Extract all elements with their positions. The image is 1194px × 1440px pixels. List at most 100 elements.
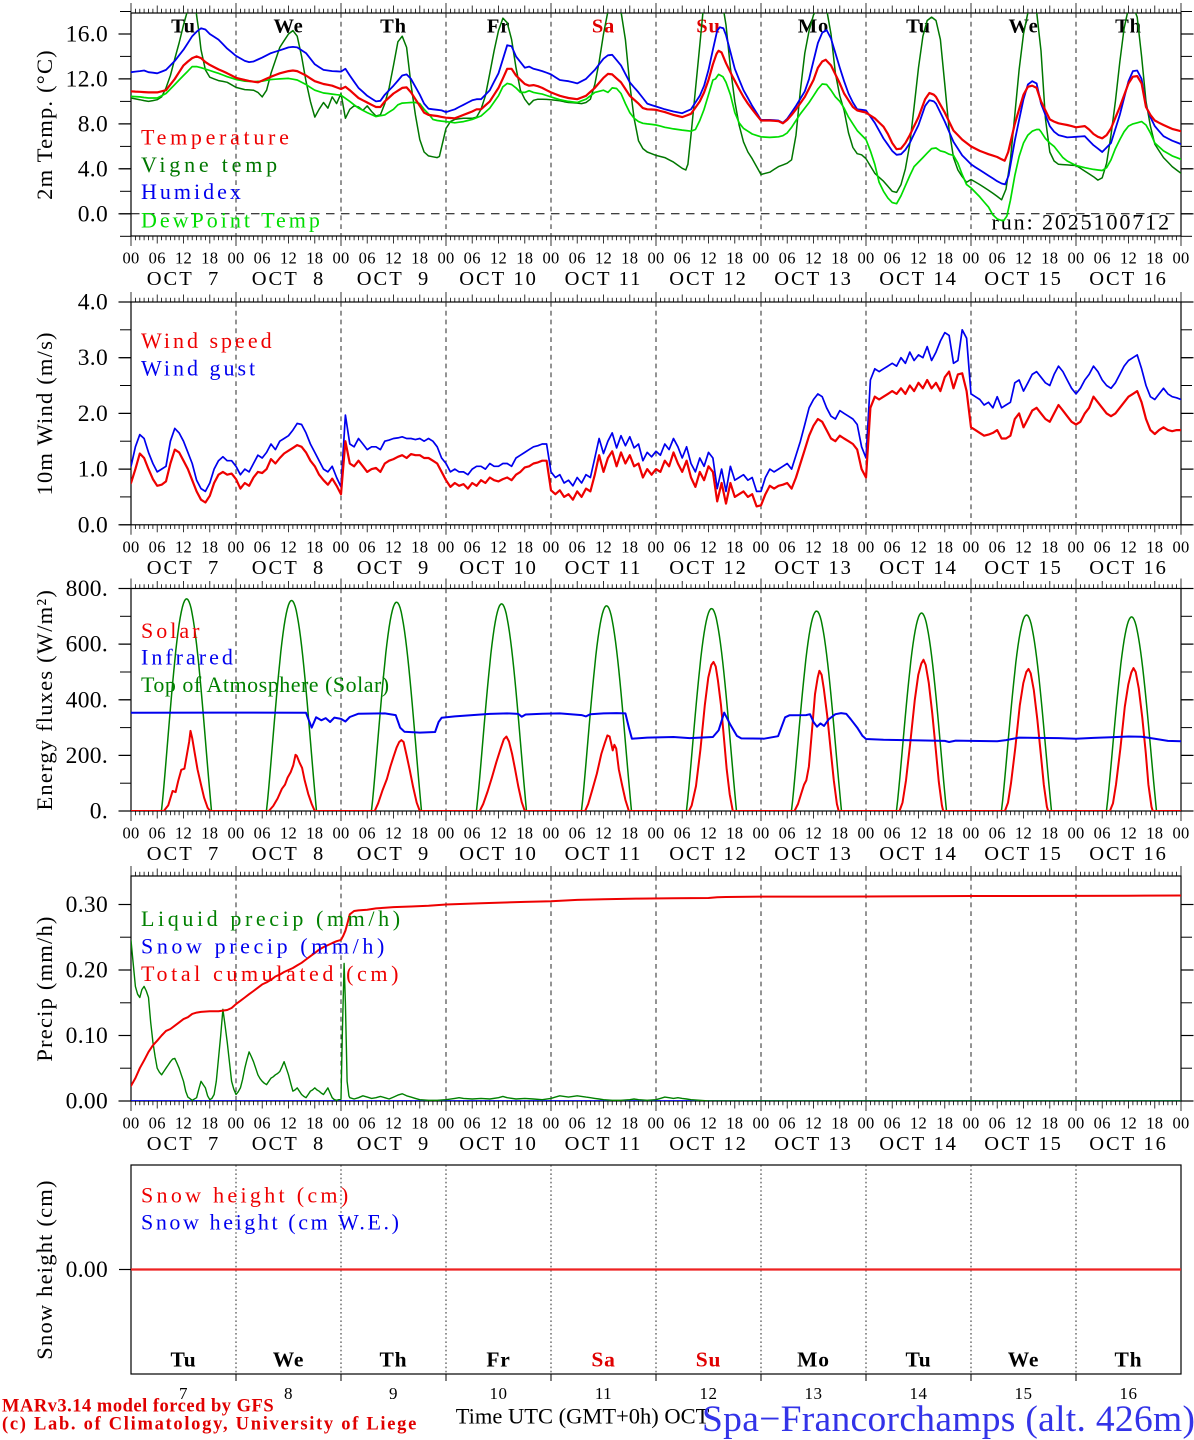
svg-text:18: 18 — [1146, 824, 1163, 843]
svg-text:00: 00 — [437, 1114, 454, 1133]
svg-text:12: 12 — [1015, 249, 1032, 268]
svg-text:We: We — [273, 1347, 304, 1371]
svg-text:12: 12 — [175, 249, 192, 268]
svg-text:18: 18 — [306, 1114, 323, 1133]
svg-text:00: 00 — [227, 537, 244, 556]
svg-text:12: 12 — [910, 1114, 927, 1133]
svg-text:12: 12 — [385, 249, 402, 268]
svg-text:12: 12 — [280, 537, 297, 556]
svg-text:12.0: 12.0 — [66, 66, 108, 92]
svg-text:00: 00 — [647, 249, 664, 268]
svg-text:OCT 11: OCT 11 — [565, 557, 643, 579]
svg-text:Sa: Sa — [592, 15, 615, 37]
svg-text:00: 00 — [437, 537, 454, 556]
svg-text:Time UTC (GMT+0h) OCT: Time UTC (GMT+0h) OCT — [456, 1404, 710, 1429]
svg-text:18: 18 — [936, 1114, 953, 1133]
svg-text:Infrared: Infrared — [141, 645, 236, 670]
svg-text:06: 06 — [674, 824, 691, 843]
svg-text:18: 18 — [726, 1114, 743, 1133]
svg-text:00: 00 — [227, 1114, 244, 1133]
svg-text:00: 00 — [1067, 537, 1084, 556]
svg-text:600.: 600. — [66, 632, 108, 658]
svg-text:00: 00 — [332, 824, 349, 843]
svg-text:DewPoint Temp: DewPoint Temp — [141, 208, 323, 233]
svg-text:400.: 400. — [66, 687, 108, 713]
svg-text:18: 18 — [1041, 1114, 1058, 1133]
svg-text:We: We — [1008, 1347, 1039, 1371]
svg-text:18: 18 — [516, 1114, 533, 1133]
svg-text:06: 06 — [989, 1114, 1006, 1133]
svg-text:Humidex: Humidex — [141, 179, 244, 204]
svg-text:OCT 9: OCT 9 — [357, 268, 431, 290]
svg-text:18: 18 — [201, 824, 218, 843]
svg-text:Total cumulated (cm): Total cumulated (cm) — [141, 961, 402, 986]
svg-text:run: 2025100712: run: 2025100712 — [992, 210, 1171, 235]
svg-text:2m Temp. (°C): 2m Temp. (°C) — [32, 49, 57, 200]
svg-text:Snow precip (mm/h): Snow precip (mm/h) — [141, 933, 388, 958]
svg-text:18: 18 — [1146, 537, 1163, 556]
svg-text:9: 9 — [389, 1384, 398, 1403]
svg-text:12: 12 — [700, 537, 717, 556]
svg-text:06: 06 — [674, 1114, 691, 1133]
svg-text:OCT 13: OCT 13 — [774, 557, 853, 579]
svg-text:12: 12 — [805, 249, 822, 268]
svg-text:18: 18 — [726, 824, 743, 843]
svg-text:00: 00 — [647, 824, 664, 843]
svg-text:12: 12 — [910, 537, 927, 556]
svg-text:OCT 16: OCT 16 — [1089, 1133, 1168, 1155]
svg-text:00: 00 — [647, 1114, 664, 1133]
svg-text:Snow height (cm W.E.): Snow height (cm W.E.) — [141, 1209, 402, 1234]
svg-text:06: 06 — [464, 537, 481, 556]
svg-text:OCT 10: OCT 10 — [459, 843, 538, 865]
svg-text:OCT 12: OCT 12 — [669, 843, 748, 865]
svg-text:12: 12 — [280, 1114, 297, 1133]
svg-text:Tu: Tu — [906, 15, 931, 37]
svg-text:12: 12 — [805, 824, 822, 843]
svg-text:12: 12 — [385, 824, 402, 843]
svg-text:06: 06 — [779, 537, 796, 556]
svg-text:18: 18 — [411, 1114, 428, 1133]
svg-text:12: 12 — [595, 824, 612, 843]
svg-text:8.0: 8.0 — [78, 111, 108, 137]
svg-text:OCT 7: OCT 7 — [147, 843, 221, 865]
svg-text:00: 00 — [1172, 249, 1189, 268]
svg-text:12: 12 — [280, 249, 297, 268]
svg-text:18: 18 — [516, 824, 533, 843]
svg-text:00: 00 — [227, 249, 244, 268]
svg-text:Fr: Fr — [487, 15, 510, 37]
svg-text:OCT 8: OCT 8 — [252, 843, 326, 865]
svg-text:18: 18 — [936, 537, 953, 556]
svg-text:Precip (mm/h): Precip (mm/h) — [32, 915, 57, 1061]
svg-text:00: 00 — [1172, 1114, 1189, 1133]
svg-text:18: 18 — [831, 249, 848, 268]
svg-text:Mo: Mo — [798, 15, 829, 37]
svg-text:OCT 11: OCT 11 — [565, 843, 643, 865]
svg-text:Th: Th — [380, 1347, 408, 1371]
svg-text:00: 00 — [857, 249, 874, 268]
svg-text:00: 00 — [752, 249, 769, 268]
svg-text:06: 06 — [569, 824, 586, 843]
svg-text:06: 06 — [359, 249, 376, 268]
svg-text:Su: Su — [696, 1347, 722, 1371]
svg-text:12: 12 — [385, 1114, 402, 1133]
svg-text:0.20: 0.20 — [66, 958, 108, 984]
svg-text:06: 06 — [359, 1114, 376, 1133]
svg-text:OCT 12: OCT 12 — [669, 1133, 748, 1155]
svg-text:06: 06 — [884, 249, 901, 268]
svg-text:OCT 11: OCT 11 — [565, 1133, 643, 1155]
svg-text:OCT 10: OCT 10 — [459, 557, 538, 579]
svg-text:Vigne temp: Vigne temp — [141, 152, 281, 177]
svg-text:00: 00 — [857, 824, 874, 843]
svg-text:Th: Th — [1115, 15, 1142, 37]
svg-text:00: 00 — [752, 1114, 769, 1133]
svg-text:13: 13 — [805, 1384, 823, 1403]
svg-text:8: 8 — [284, 1384, 293, 1403]
svg-text:18: 18 — [936, 249, 953, 268]
svg-text:OCT 14: OCT 14 — [879, 268, 958, 290]
svg-text:12: 12 — [595, 537, 612, 556]
svg-text:18: 18 — [621, 824, 638, 843]
svg-text:OCT 15: OCT 15 — [984, 268, 1063, 290]
svg-text:OCT 15: OCT 15 — [984, 843, 1063, 865]
svg-text:18: 18 — [621, 537, 638, 556]
svg-text:00: 00 — [122, 537, 139, 556]
